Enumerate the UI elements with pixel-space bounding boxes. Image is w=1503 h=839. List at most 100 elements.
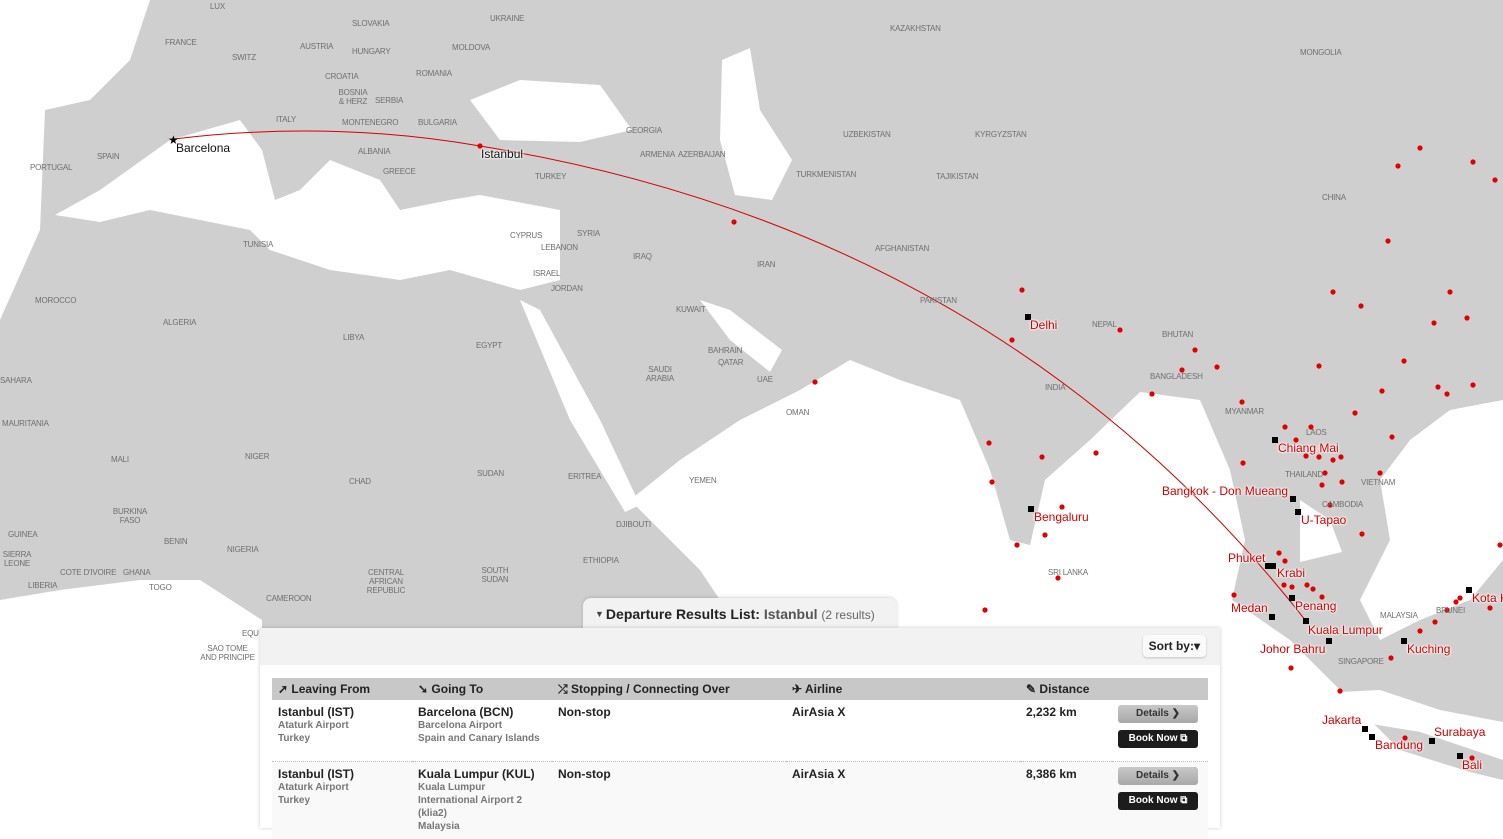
hub-airport-marker[interactable]	[1326, 638, 1332, 644]
details-button[interactable]: Details ❯	[1118, 767, 1198, 785]
airport-dot[interactable]	[1388, 655, 1393, 660]
airport-dot[interactable]	[1276, 550, 1281, 555]
city-label[interactable]: Chiang Mai	[1278, 441, 1339, 455]
book-now-button[interactable]: Book Now ⧉	[1118, 730, 1198, 748]
airport-dot[interactable]	[1457, 595, 1462, 600]
airport-dot[interactable]	[1431, 320, 1436, 325]
details-button[interactable]: Details ❯	[1118, 705, 1198, 723]
hub-airport-marker[interactable]	[1270, 563, 1276, 569]
city-label[interactable]: Kota K	[1472, 591, 1503, 605]
hub-airport-marker[interactable]	[1362, 726, 1368, 732]
airport-dot[interactable]	[1282, 558, 1287, 563]
airport-dot[interactable]	[1316, 454, 1321, 459]
airport-dot[interactable]	[1042, 532, 1047, 537]
airport-dot[interactable]	[1435, 384, 1440, 389]
results-tab[interactable]: ▼Departure Results List: Istanbul (2 res…	[583, 598, 897, 630]
from-airport: Ataturk Airport	[278, 781, 406, 794]
airport-dot[interactable]	[1470, 159, 1475, 164]
airport-dot[interactable]	[1389, 434, 1394, 439]
city-label[interactable]: Bandung	[1375, 738, 1423, 752]
hub-airport-marker[interactable]	[1269, 614, 1275, 620]
airport-dot[interactable]	[982, 607, 987, 612]
airport-dot[interactable]	[1282, 424, 1287, 429]
airport-dot[interactable]	[1352, 410, 1357, 415]
col-distance[interactable]: ✎ Distance	[1020, 678, 1112, 700]
airport-dot[interactable]	[1417, 628, 1422, 633]
airport-dot[interactable]	[1330, 289, 1335, 294]
airport-dot[interactable]	[1117, 327, 1122, 332]
airport-dot[interactable]	[1149, 391, 1154, 396]
airport-dot[interactable]	[1093, 450, 1098, 455]
airport-dot[interactable]	[1417, 145, 1422, 150]
city-label[interactable]: U-Tapao	[1301, 513, 1346, 527]
col-going-to[interactable]: ➘ Going To	[412, 678, 552, 700]
airport-dot[interactable]	[1447, 289, 1452, 294]
sort-by-dropdown[interactable]: Sort by:▾	[1143, 635, 1206, 657]
city-label[interactable]: Bengaluru	[1034, 510, 1089, 524]
city-label[interactable]: Jakarta	[1322, 713, 1361, 727]
city-label[interactable]: Krabi	[1277, 566, 1305, 580]
airport-dot[interactable]	[1214, 364, 1219, 369]
airport-dot[interactable]	[1019, 287, 1024, 292]
city-label[interactable]: Delhi	[1030, 318, 1057, 332]
city-label[interactable]: Barcelona	[176, 141, 230, 155]
airport-dot[interactable]	[1310, 586, 1315, 591]
airport-dot[interactable]	[1319, 482, 1324, 487]
col-stopping[interactable]: ⤮ Stopping / Connecting Over	[552, 678, 786, 700]
airport-dot[interactable]	[812, 379, 817, 384]
airport-dot[interactable]	[1464, 315, 1469, 320]
col-airline[interactable]: ✈ Airline	[786, 678, 1020, 700]
airport-dot[interactable]	[1401, 358, 1406, 363]
airport-dot[interactable]	[1330, 457, 1335, 462]
country-label: BURKINA FASO	[110, 507, 150, 525]
airport-dot[interactable]	[1039, 454, 1044, 459]
airport-dot[interactable]	[1470, 382, 1475, 387]
airport-dot[interactable]	[1338, 454, 1343, 459]
airport-dot[interactable]	[1192, 347, 1197, 352]
airport-dot[interactable]	[1395, 163, 1400, 168]
city-label[interactable]: Bali	[1462, 758, 1482, 772]
airport-dot[interactable]	[1379, 388, 1384, 393]
airport-dot[interactable]	[731, 219, 736, 224]
airport-dot[interactable]	[1240, 460, 1245, 465]
city-label[interactable]: Istanbul	[481, 147, 523, 161]
city-label[interactable]: Kuching	[1407, 642, 1450, 656]
airport-dot[interactable]	[1239, 399, 1244, 404]
country-label: MONTENEGRO	[342, 118, 398, 127]
airport-dot[interactable]	[1385, 238, 1390, 243]
airport-dot[interactable]	[1377, 470, 1382, 475]
book-now-button[interactable]: Book Now ⧉	[1118, 792, 1198, 810]
airport-dot[interactable]	[1316, 363, 1321, 368]
city-label[interactable]: Johor Bahru	[1260, 642, 1325, 656]
hub-airport-marker[interactable]	[1290, 496, 1296, 502]
airport-dot[interactable]	[1304, 582, 1309, 587]
airport-dot[interactable]	[1359, 531, 1364, 536]
city-label[interactable]: Bangkok - Don Mueang	[1162, 484, 1288, 498]
airport-dot[interactable]	[1231, 592, 1236, 597]
airport-dot[interactable]	[1339, 479, 1344, 484]
airport-dot[interactable]	[1358, 303, 1363, 308]
airport-dot[interactable]	[1014, 542, 1019, 547]
airport-dot[interactable]	[989, 479, 994, 484]
airport-dot[interactable]	[1487, 605, 1492, 610]
city-label[interactable]: Kuala Lumpur	[1308, 623, 1383, 637]
airport-dot[interactable]	[1289, 584, 1294, 589]
airport-dot[interactable]	[1281, 582, 1286, 587]
city-label[interactable]: Phuket	[1228, 551, 1265, 565]
airport-dot[interactable]	[1432, 619, 1437, 624]
airport-dot[interactable]	[1453, 599, 1458, 604]
airport-dot[interactable]	[1322, 470, 1327, 475]
airport-dot[interactable]	[1444, 391, 1449, 396]
airport-dot[interactable]	[986, 440, 991, 445]
airport-dot[interactable]	[1059, 504, 1064, 509]
airport-dot[interactable]	[1497, 542, 1502, 547]
city-label[interactable]: Medan	[1231, 601, 1268, 615]
city-label[interactable]: Penang	[1295, 599, 1336, 613]
airport-dot[interactable]	[1288, 665, 1293, 670]
airport-dot[interactable]	[1009, 337, 1014, 342]
caret-down-icon[interactable]: ▼	[595, 609, 604, 619]
airport-dot[interactable]	[1492, 177, 1497, 182]
airport-dot[interactable]	[1337, 688, 1342, 693]
col-leaving-from[interactable]: ➚ Leaving From	[272, 678, 412, 700]
city-label[interactable]: Surabaya	[1434, 725, 1485, 739]
